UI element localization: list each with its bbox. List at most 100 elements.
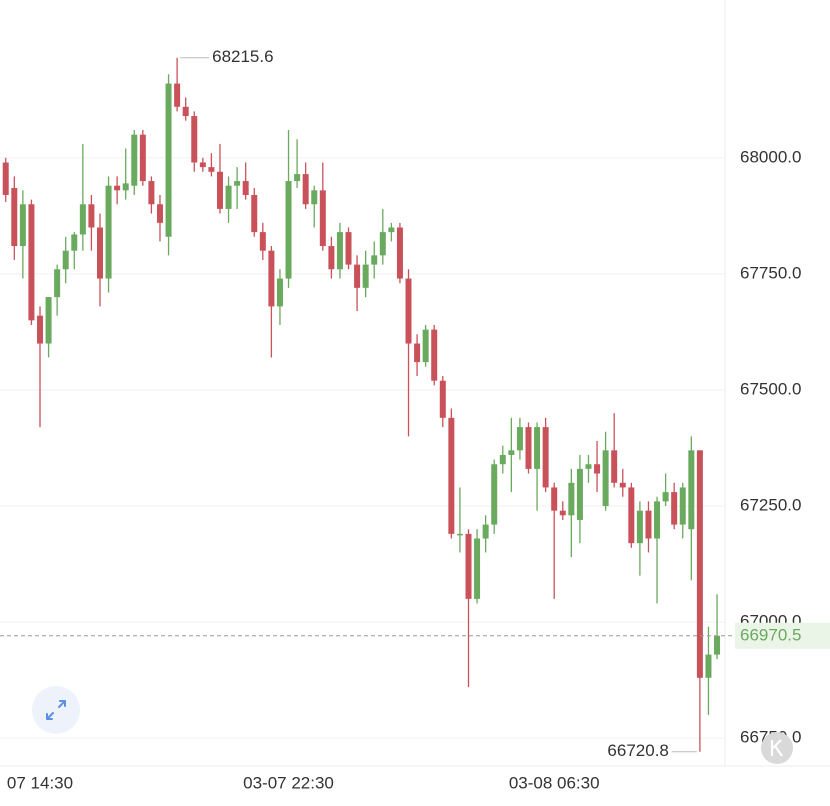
logo-icon: [770, 739, 783, 757]
y-tick-label: 67250.0: [740, 496, 801, 515]
candle-body: [534, 427, 541, 469]
candle-body: [328, 246, 335, 270]
candle-body: [251, 194, 258, 233]
candle-body: [285, 181, 292, 279]
candle-body: [396, 227, 403, 279]
candle-body: [474, 538, 481, 599]
x-tick-label: 03-08 06:30: [509, 773, 600, 792]
candle-body: [268, 250, 275, 307]
candle-body: [431, 329, 438, 381]
candle-body: [79, 204, 86, 235]
candle-body: [225, 185, 232, 209]
y-tick-label: 68000.0: [740, 147, 801, 166]
candle-body: [234, 181, 241, 186]
candle-body: [362, 264, 369, 288]
candle-body: [336, 232, 343, 270]
candle-body: [114, 185, 121, 191]
candle-body: [619, 482, 626, 488]
candle-body: [448, 417, 455, 534]
candle-body: [28, 204, 35, 321]
candle-body: [414, 343, 421, 363]
candle-body: [525, 427, 532, 469]
candle-body: [242, 181, 249, 195]
candle-body: [559, 510, 566, 516]
x-tick-label: 07 14:30: [7, 773, 73, 792]
candle-body: [54, 269, 61, 298]
candle-body: [105, 185, 112, 279]
candle-body: [696, 450, 703, 678]
candle-body: [19, 204, 26, 247]
last-price-box: [735, 622, 830, 649]
candle-body: [371, 255, 378, 265]
candle-body: [165, 83, 172, 237]
candle-body: [679, 487, 686, 525]
candle-body: [705, 654, 712, 678]
candle-body: [156, 204, 163, 223]
candle-body: [139, 134, 146, 182]
candle-body: [259, 232, 266, 251]
candle-body: [594, 464, 601, 474]
expand-icon: [46, 700, 66, 720]
expand-button[interactable]: [32, 686, 80, 734]
candle-body: [602, 450, 609, 507]
candle-body: [379, 232, 386, 256]
candle-body: [182, 106, 189, 117]
candle-body: [88, 204, 95, 228]
candle-body: [654, 501, 661, 539]
candle-body: [516, 427, 523, 451]
candle-body: [714, 635, 721, 655]
candle-body: [551, 487, 558, 511]
candle-body: [422, 329, 429, 363]
candle-body: [11, 188, 18, 247]
candle-body: [611, 450, 618, 483]
candle-body: [345, 232, 352, 265]
candle-body: [542, 427, 549, 488]
candle-body: [71, 234, 78, 251]
candle-body: [37, 315, 43, 344]
last-price-label: 66970.5: [740, 625, 801, 644]
candle-body: [645, 510, 652, 539]
candle-body: [491, 464, 498, 525]
candle-body: [294, 174, 301, 182]
candle-body: [439, 380, 446, 418]
candle-body: [216, 171, 223, 209]
low-label: 66720.8: [607, 741, 668, 760]
candle-body: [456, 533, 463, 536]
candle-body: [199, 162, 206, 168]
candle-body: [319, 190, 326, 247]
candle-body: [482, 524, 489, 539]
candle-body: [2, 162, 9, 195]
candle-body: [585, 464, 592, 469]
candle-body: [568, 482, 575, 516]
candle-body: [148, 181, 155, 205]
candle-body: [576, 468, 583, 520]
candle-body: [311, 190, 318, 205]
candle-body: [671, 492, 678, 525]
candle-body: [636, 510, 643, 544]
candle-body: [499, 454, 506, 465]
expand-button-bg: [32, 686, 80, 734]
y-tick-label: 67500.0: [740, 379, 801, 398]
candle-body: [405, 278, 412, 344]
x-tick-label: 03-07 22:30: [243, 773, 334, 792]
candle-body: [388, 227, 395, 233]
candle-body: [96, 227, 103, 279]
candle-body: [122, 183, 129, 191]
candle-body: [508, 450, 515, 455]
candle-body: [174, 83, 181, 107]
candle-body: [302, 174, 309, 205]
candle-body: [131, 134, 138, 186]
candle-body: [62, 250, 69, 270]
candle-body: [276, 278, 283, 307]
y-tick-label: 67750.0: [740, 263, 801, 282]
candle-body: [354, 264, 361, 288]
logo-button[interactable]: [761, 732, 793, 764]
high-label: 68215.6: [212, 47, 273, 66]
candle-body: [662, 492, 669, 502]
candle-body: [465, 533, 472, 599]
candle-body: [208, 167, 215, 172]
candle-body: [688, 450, 695, 530]
candle-body: [45, 297, 52, 344]
